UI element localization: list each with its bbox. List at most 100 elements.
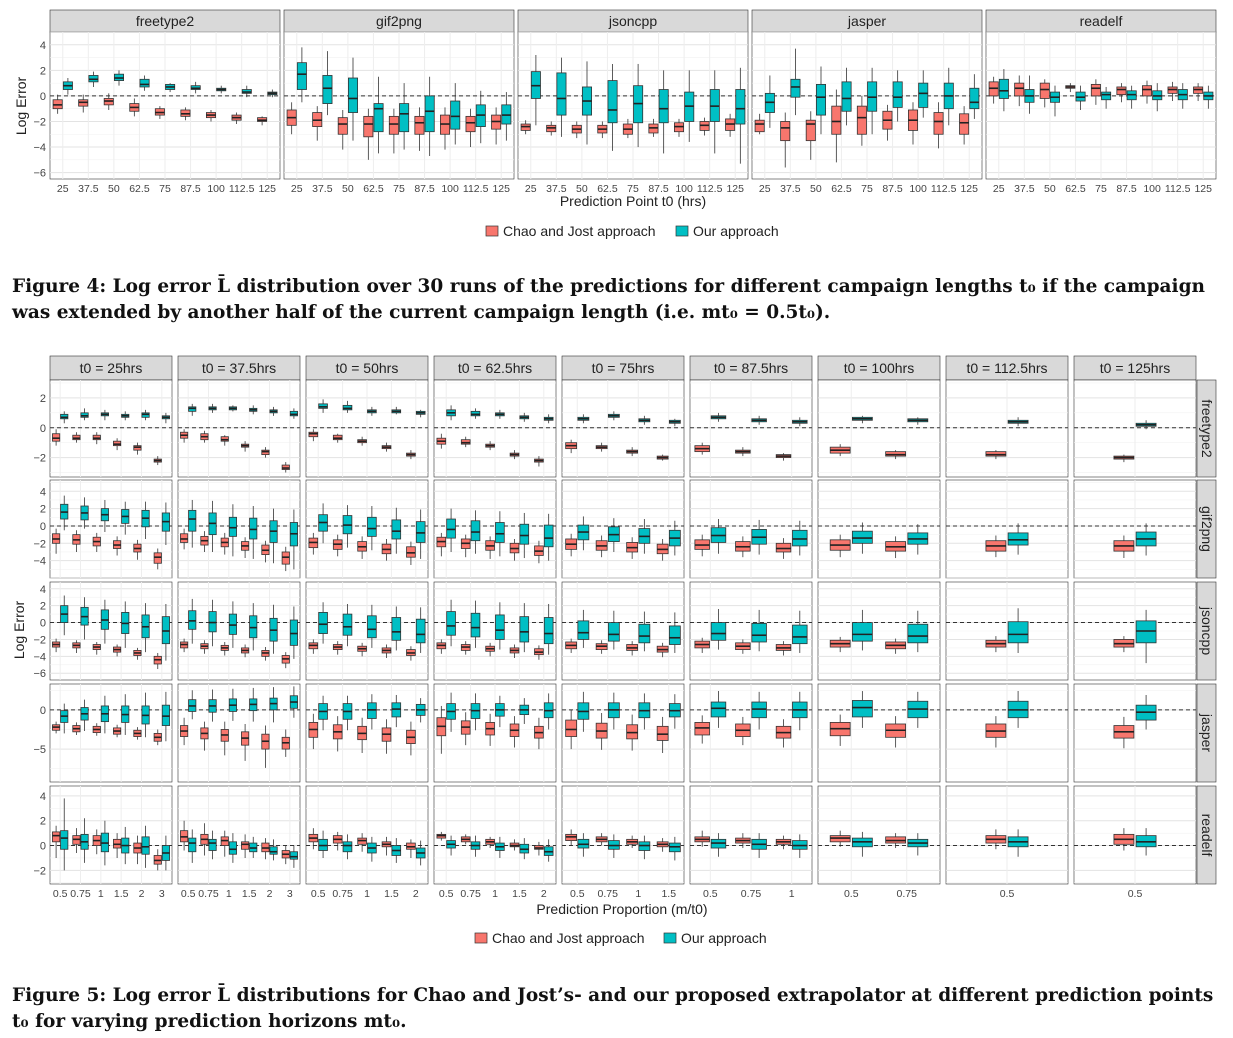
box-ours [121,826,130,865]
box-chao [153,652,162,670]
box-chao [626,835,639,849]
box-chao [674,118,685,137]
panel [49,581,173,681]
box-ours [943,67,954,126]
box-ours [668,612,681,653]
box-chao [1142,80,1153,104]
box-ours [790,48,801,116]
box-chao [626,537,639,559]
box-ours [638,611,651,652]
box-ours [399,83,410,150]
legend-swatch-chao [485,225,499,237]
facet-column-label: t0 = 62.5hrs [458,360,532,376]
panel [177,479,301,579]
box-ours [318,602,328,644]
box-ours [161,412,170,424]
x-axis-label: Prediction Point t0 (hrs) [560,193,706,209]
box-ours [577,609,590,648]
legend-swatch-ours [663,932,677,944]
facet-label-jsoncpp: jsoncpp [608,13,657,29]
facet-strip-column [945,355,1069,381]
x-tick-label: 112.5 [697,183,723,195]
panel [817,581,941,681]
figure-5-chart: Log Error t0 = 25hrs t0 = 37.5hrs t0 = 50hr… [11,355,1217,946]
facet-column-label: t0 = 125hrs [1100,360,1170,376]
panel-background [49,683,173,783]
panel [433,581,557,681]
box-ours [668,520,681,556]
box-chao [460,534,471,558]
box-chao [565,829,578,846]
box-ours [269,604,278,654]
box-ours [267,89,278,98]
box-chao [597,121,608,139]
box-ours [710,691,727,728]
box-ours [638,693,651,730]
box-ours [735,67,746,164]
box-chao [113,438,122,451]
box-ours [296,47,307,103]
box-ours [710,609,727,650]
box-chao [648,118,659,137]
x-tick-label: 0.5 [311,888,326,900]
box-ours [851,691,873,728]
box-ours [391,838,402,863]
box-ours [88,71,99,87]
box-ours [519,698,530,724]
box-ours [519,512,530,559]
box-iqr [607,622,620,642]
box-iqr [805,119,816,142]
box-chao [565,439,578,454]
box-chao [154,106,165,119]
box-ours [188,403,197,416]
box-ours [710,519,727,554]
box-chao [200,430,209,443]
panel [689,683,813,783]
box-chao [332,716,343,752]
box-iqr [495,614,505,640]
x-tick-label: 0.5 [439,888,454,900]
box-iqr [465,115,476,133]
box-chao [381,442,392,452]
panel [985,31,1217,180]
box-iqr [406,546,416,558]
box-ours [1007,691,1029,728]
facet-row-label-readelf: readelf [1199,814,1215,857]
box-ours [60,703,69,734]
box-chao [308,532,319,555]
box-chao [856,95,867,146]
box-ours [62,78,73,95]
box-chao [113,724,122,738]
box-iqr [831,105,842,135]
x-tick-label: 2 [267,888,273,900]
box-chao [694,534,710,557]
facet-strip-row [1196,785,1217,885]
box-ours [851,522,873,554]
box-chao [52,825,61,858]
box-iqr [228,841,237,855]
x-tick-label: 125 [1194,183,1212,195]
box-chao [534,456,544,467]
box-iqr [446,518,456,539]
panel [689,581,813,681]
y-tick-label: 4 [40,40,46,52]
box-chao [485,642,495,657]
box-chao [220,830,229,857]
panel-background [817,479,941,579]
panel [283,31,515,180]
box-chao [626,641,639,656]
box-chao [829,636,851,653]
box-chao [885,450,907,460]
box-iqr [543,524,554,548]
box-chao [626,714,639,751]
y-tick-label: −4 [33,651,46,663]
box-ours [1135,609,1157,664]
x-tick-label: 1 [789,888,795,900]
box-ours [501,92,512,141]
box-ours [470,510,481,554]
box-chao [656,642,669,658]
box-chao [1065,83,1076,93]
box-ours [114,70,125,86]
box-chao [281,652,290,669]
box-ours [100,820,109,866]
